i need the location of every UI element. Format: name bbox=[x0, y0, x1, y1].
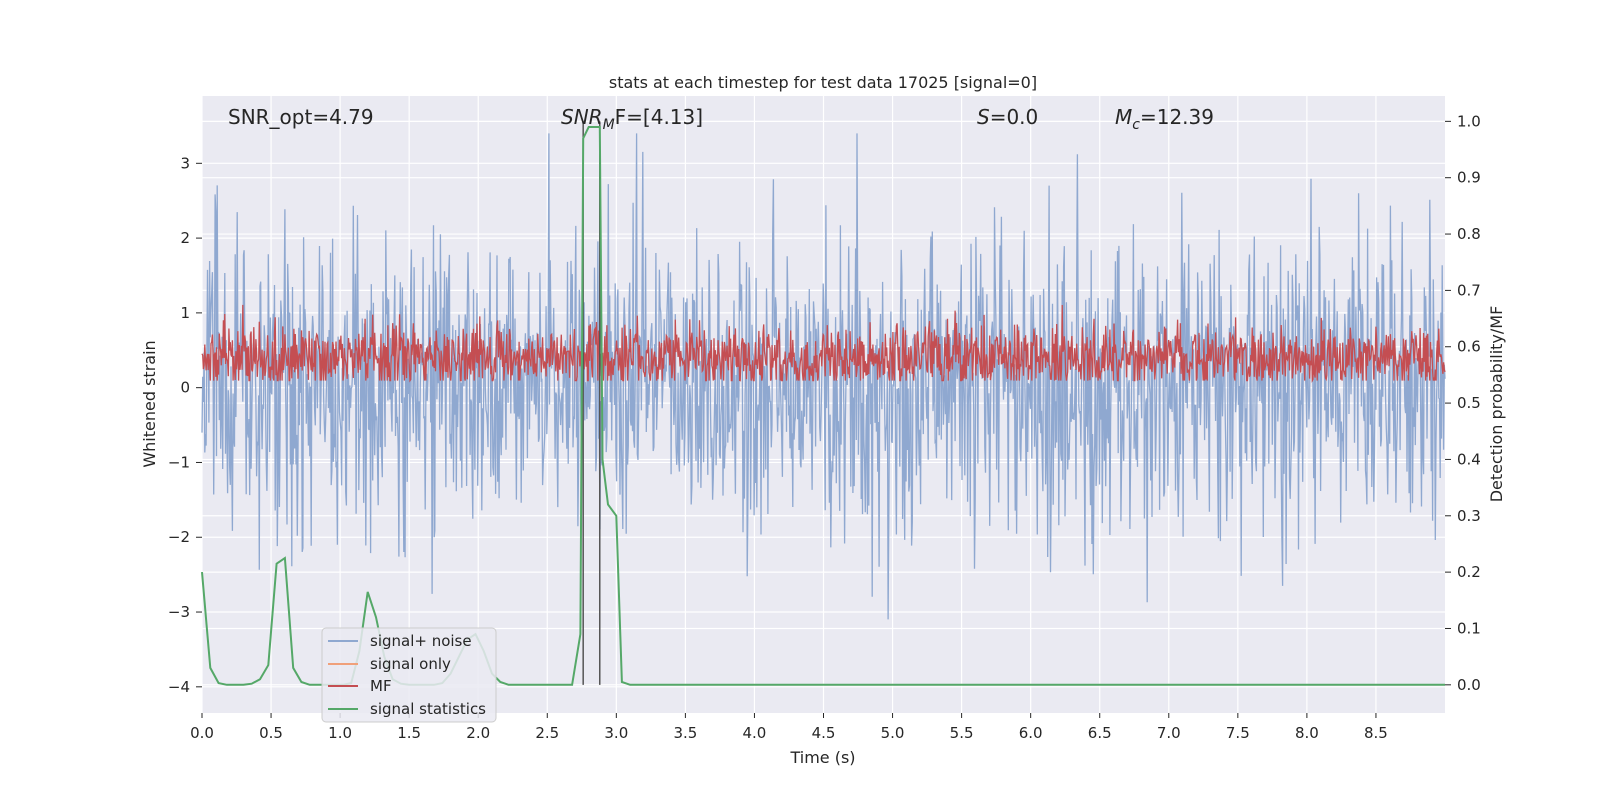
y2-tick-label: 0.0 bbox=[1457, 676, 1481, 694]
snr-mf-rest: F=[4.13] bbox=[615, 105, 703, 129]
x-tick-label: 2.5 bbox=[535, 724, 559, 742]
x-tick-label: 5.0 bbox=[881, 724, 905, 742]
snr-mf-var: SNR bbox=[561, 105, 603, 129]
y2-tick-label: 0.5 bbox=[1457, 394, 1481, 412]
x-tick-label: 3.5 bbox=[673, 724, 697, 742]
annotation-s: S=0.0 bbox=[977, 105, 1038, 129]
x-axis-label: Time (s) bbox=[789, 748, 855, 767]
y2-tick-label: 0.2 bbox=[1457, 563, 1481, 581]
y-tick-label: −1 bbox=[168, 453, 190, 471]
snr-mf-sub: M bbox=[603, 117, 615, 133]
y2-tick-label: 0.9 bbox=[1457, 169, 1481, 187]
x-tick-label: 7.0 bbox=[1157, 724, 1181, 742]
y-axis-label: Whitened strain bbox=[140, 340, 159, 467]
s-var: S bbox=[977, 105, 990, 129]
x-tick-label: 3.0 bbox=[604, 724, 628, 742]
x-tick-label: 2.0 bbox=[466, 724, 490, 742]
y2-tick-label: 1.0 bbox=[1457, 112, 1481, 130]
s-rest: =0.0 bbox=[990, 105, 1039, 129]
legend-label-mf: MF bbox=[370, 677, 392, 695]
x-tick-label: 5.5 bbox=[950, 724, 974, 742]
legend-label-signal-only: signal only bbox=[370, 655, 451, 673]
x-tick-label: 1.0 bbox=[328, 724, 352, 742]
y2-tick-label: 0.1 bbox=[1457, 619, 1481, 637]
legend-box bbox=[321, 627, 497, 723]
y-tick-label: 3 bbox=[180, 154, 190, 172]
annotation-snr-opt: SNR_opt=4.79 bbox=[228, 105, 374, 129]
x-tick-label: 8.0 bbox=[1295, 724, 1319, 742]
x-tick-label: 7.5 bbox=[1226, 724, 1250, 742]
x-tick-label: 8.5 bbox=[1364, 724, 1388, 742]
grid-layer bbox=[201, 96, 1445, 713]
mf-series bbox=[201, 304, 1446, 383]
x-tick-label: 4.0 bbox=[743, 724, 767, 742]
legend: signal+ noise signal only MF signal stat… bbox=[321, 627, 497, 723]
y2-axis-label: Detection probability/MF bbox=[1487, 306, 1506, 503]
x-tick-label: 6.5 bbox=[1088, 724, 1112, 742]
x-tick-label: 1.5 bbox=[397, 724, 421, 742]
legend-label-signal-noise: signal+ noise bbox=[370, 632, 472, 650]
mc-sub: c bbox=[1132, 117, 1140, 133]
chart-title: stats at each timestep for test data 170… bbox=[609, 73, 1037, 92]
tick-labels: 0.0 0.5 1.0 1.5 2.0 2.5 3.0 3.5 4.0 4.5 5.0 5.5 6.0 6… bbox=[168, 112, 1481, 742]
x-tick-label: 6.0 bbox=[1019, 724, 1043, 742]
annotation-mc: Mc=12.39 bbox=[1115, 105, 1214, 133]
y-tick-label: −4 bbox=[168, 678, 190, 696]
y-tick-label: 1 bbox=[180, 304, 190, 322]
mc-rest: =12.39 bbox=[1140, 105, 1214, 129]
x-tick-label: 0.0 bbox=[190, 724, 214, 742]
y2-tick-label: 0.4 bbox=[1457, 450, 1481, 468]
legend-label-signal-statistics: signal statistics bbox=[370, 700, 486, 718]
y-tick-label: −3 bbox=[168, 603, 190, 621]
y2-tick-label: 0.6 bbox=[1457, 338, 1481, 356]
x-tick-label: 4.5 bbox=[812, 724, 836, 742]
mf-line bbox=[201, 304, 1446, 383]
y2-tick-label: 0.3 bbox=[1457, 507, 1481, 525]
y-tick-label: 2 bbox=[180, 229, 190, 247]
mc-var: M bbox=[1115, 105, 1132, 129]
y2-tick-label: 0.8 bbox=[1457, 225, 1481, 243]
y2-tick-label: 0.7 bbox=[1457, 281, 1481, 299]
y-tick-label: 0 bbox=[180, 379, 190, 397]
annotation-snr-mf: SNRMF=[4.13] bbox=[561, 105, 703, 133]
x-tick-label: 0.5 bbox=[259, 724, 283, 742]
y-tick-label: −2 bbox=[168, 528, 190, 546]
